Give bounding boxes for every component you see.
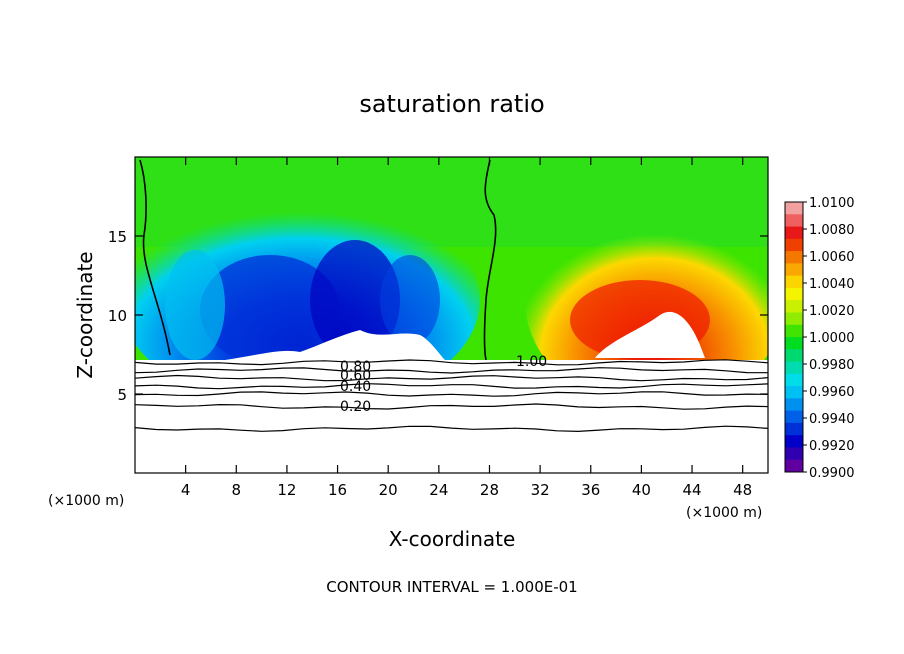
y-axis: 5 10 15 xyxy=(108,228,768,404)
colorbar-label: 0.9920 xyxy=(809,439,855,454)
colorbar: 1.0100 1.0080 1.0060 1.0040 1.0020 1.0000 0.99… xyxy=(784,196,855,481)
y-tick-label: 15 xyxy=(108,228,127,246)
field-layer xyxy=(135,157,768,473)
cold-core-blank xyxy=(225,330,445,360)
x-tick-label: 16 xyxy=(328,481,347,499)
colorbar-swatch xyxy=(785,398,803,412)
lower-contour-line xyxy=(134,383,769,390)
x-tick-label: 20 xyxy=(379,481,398,499)
colorbar-label: 0.9960 xyxy=(809,385,855,400)
lower-contour-line xyxy=(134,359,769,366)
blue-region-core-1 xyxy=(200,255,340,365)
colorbar-label: 1.0020 xyxy=(809,304,855,319)
saturation-contours xyxy=(139,159,497,361)
contour-label-020: 0.20 xyxy=(340,399,371,415)
colorbar-swatch xyxy=(785,349,803,363)
colorbar-label: 0.9980 xyxy=(809,358,855,373)
lower-layer xyxy=(135,360,768,473)
colorbar-swatch xyxy=(785,263,803,277)
colorbar-swatch xyxy=(785,435,803,448)
x-tick-label: 40 xyxy=(632,481,651,499)
colorbar-swatch xyxy=(785,459,803,473)
lower-contour-line xyxy=(134,391,769,397)
colorbar-label: 1.0000 xyxy=(809,331,855,346)
x-tick-label: 48 xyxy=(733,481,752,499)
chart-title: saturation ratio xyxy=(359,90,544,118)
colorbar-swatch xyxy=(785,238,803,252)
lower-contour-line xyxy=(134,374,769,382)
colorbar-swatch xyxy=(785,324,803,338)
warm-core-blank xyxy=(595,311,705,358)
lower-contour-line xyxy=(134,425,769,433)
blue-region-edge-left xyxy=(165,250,225,360)
colorbar-swatch xyxy=(785,300,803,313)
contour-one-left xyxy=(139,159,171,356)
colorbar-label: 1.0040 xyxy=(809,277,855,292)
contour-label-060: 0.60 xyxy=(340,368,371,384)
colorbar-label: 0.9940 xyxy=(809,412,855,427)
x-tick-label: 44 xyxy=(682,481,701,499)
colorbar-label: 1.0100 xyxy=(809,196,855,211)
x-unit-left: (×1000 m) xyxy=(48,493,124,509)
contour-label-100: 1.00 xyxy=(516,354,547,370)
x-tick-label: 24 xyxy=(429,481,448,499)
x-axis: 4 8 12 16 20 24 28 32 36 40 44 48 xyxy=(181,157,752,499)
colorbar-swatch xyxy=(785,361,803,375)
colorbar-swatch xyxy=(785,275,803,289)
x-axis-label: X-coordinate xyxy=(389,527,516,551)
y-tick-label: 10 xyxy=(108,307,127,325)
colorbar-swatch xyxy=(785,214,803,228)
colorbar-label: 1.0080 xyxy=(809,223,855,238)
x-tick-label: 32 xyxy=(531,481,550,499)
colorbar-swatch xyxy=(785,386,803,399)
y-axis-label: Z-coordinate xyxy=(73,251,97,378)
colorbar-swatch xyxy=(785,447,803,461)
colorbar-swatch xyxy=(785,202,803,215)
contour-label-080: 0.80 xyxy=(340,359,371,375)
y-tick-label: 5 xyxy=(117,386,127,404)
colorbar-swatch xyxy=(785,422,803,436)
colorbar-swatch xyxy=(785,312,803,326)
x-tick-label: 4 xyxy=(181,481,191,499)
lower-contour-line xyxy=(134,403,769,410)
colorbar-swatch xyxy=(785,251,803,264)
colorbar-swatch xyxy=(785,287,803,301)
colorbar-swatch xyxy=(785,337,803,350)
colorbar-swatch xyxy=(785,410,803,424)
contour-one-mid xyxy=(483,159,497,361)
colorbar-label: 0.9900 xyxy=(809,466,855,481)
x-tick-label: 12 xyxy=(277,481,296,499)
blue-region-core-2 xyxy=(310,240,400,360)
x-tick-label: 8 xyxy=(232,481,242,499)
colorbar-label: 1.0060 xyxy=(809,250,855,265)
lower-contour-line xyxy=(134,367,769,374)
x-unit-right: (×1000 m) xyxy=(686,505,762,521)
lower-contours xyxy=(134,359,769,433)
contour-label-040: 0.40 xyxy=(340,379,371,395)
x-tick-label: 36 xyxy=(581,481,600,499)
x-tick-label: 28 xyxy=(480,481,499,499)
colorbar-swatch xyxy=(785,373,803,387)
colorbar-swatch xyxy=(785,226,803,240)
blue-region-core-3 xyxy=(380,255,440,345)
contour-interval-note: CONTOUR INTERVAL = 1.000E-01 xyxy=(326,578,577,596)
